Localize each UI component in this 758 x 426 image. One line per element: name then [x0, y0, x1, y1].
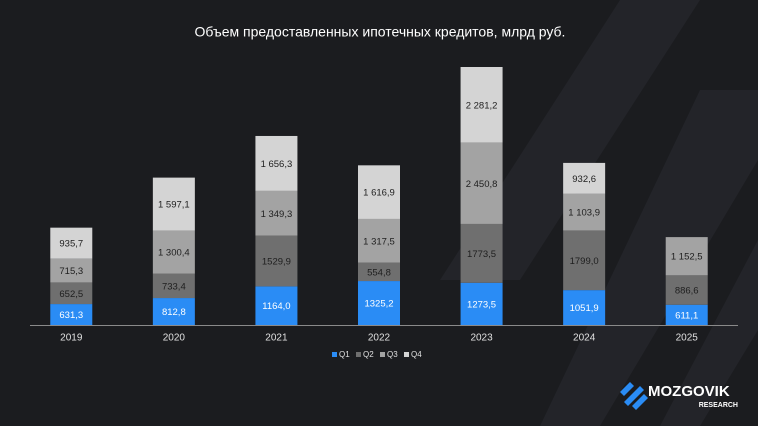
value-label: 1 349,3: [261, 209, 293, 220]
legend-label: Q4: [411, 350, 422, 359]
value-label: 2 450,8: [466, 179, 498, 190]
bar-segment: [358, 165, 400, 219]
legend-label: Q3: [387, 350, 398, 359]
bar-segment: [460, 282, 503, 325]
legend-label: Q2: [363, 350, 374, 359]
x-tick-label: 2025: [676, 333, 699, 344]
value-label: 1164,0: [262, 301, 290, 312]
x-tick-label: 2020: [163, 333, 186, 344]
value-label: 886,6: [675, 286, 699, 297]
bar-segment: [152, 298, 195, 325]
brand-sub: RESEARCH: [699, 402, 738, 409]
bar-segment: [255, 190, 298, 236]
bar-segment: [563, 290, 606, 325]
x-tick-label: 2023: [470, 333, 493, 344]
legend-swatch: [332, 352, 337, 357]
bar-segment: [460, 223, 503, 283]
legend-swatch: [356, 352, 361, 357]
value-label: 733,4: [162, 281, 186, 292]
bar-segment: [460, 142, 503, 224]
bar-segment: [255, 286, 298, 325]
bar-segment: [50, 227, 93, 259]
bar-segment: [563, 162, 606, 194]
bar-segment: [255, 135, 298, 191]
bar-segment: [358, 262, 400, 282]
bar-segment: [50, 258, 93, 283]
value-label: 715,3: [59, 266, 83, 277]
value-label: 652,5: [59, 289, 83, 300]
bar-segment: [563, 230, 606, 291]
bar-segment: [255, 235, 298, 287]
value-label: 1325,2: [364, 299, 393, 310]
value-label: 1 656,3: [261, 159, 293, 170]
bar-segment: [152, 230, 195, 274]
value-label: 1 616,9: [363, 188, 395, 199]
value-label: 554,8: [367, 267, 391, 278]
bar-segment: [665, 237, 708, 276]
value-label: 1273,5: [467, 299, 496, 310]
legend-swatch: [380, 352, 385, 357]
bar-segment: [152, 273, 195, 299]
legend-label: Q1: [339, 350, 350, 359]
value-label: 1773,5: [467, 249, 496, 260]
logo: MOZGOVIK RESEARCH: [620, 382, 738, 410]
value-label: 1529,9: [262, 257, 291, 268]
chart-title: Объем предоставленных ипотечных кредитов…: [195, 24, 566, 40]
x-tick-label: 2024: [573, 333, 596, 344]
x-tick-label: 2022: [368, 333, 391, 344]
value-label: 1 300,4: [158, 248, 190, 259]
bar-segment: [50, 304, 93, 325]
value-label: 1 152,5: [671, 252, 703, 263]
decor: [440, 0, 758, 426]
value-label: 932,6: [572, 174, 596, 185]
legend-swatch: [404, 352, 409, 357]
value-label: 631,3: [59, 310, 83, 321]
bar-segment: [665, 275, 708, 305]
bar-segment: [358, 218, 400, 263]
value-label: 2 281,2: [466, 100, 498, 111]
x-tick-label: 2019: [60, 333, 83, 344]
bar-segment: [563, 193, 606, 231]
value-label: 1 317,5: [363, 236, 395, 247]
x-tick-label: 2021: [265, 333, 288, 344]
bar-segment: [460, 67, 503, 143]
value-label: 611,1: [675, 310, 698, 321]
value-label: 812,8: [162, 307, 186, 318]
bar-segment: [665, 304, 708, 325]
value-label: 1 597,1: [158, 200, 190, 211]
value-label: 1051,9: [570, 303, 599, 314]
value-label: 1799,0: [570, 256, 599, 267]
bar-segment: [152, 177, 195, 231]
brand-name: MOZGOVIK: [648, 383, 730, 400]
bar-segment: [358, 281, 400, 325]
value-label: 935,7: [59, 239, 83, 250]
bar-segment: [50, 282, 93, 305]
value-label: 1 103,9: [568, 208, 600, 219]
